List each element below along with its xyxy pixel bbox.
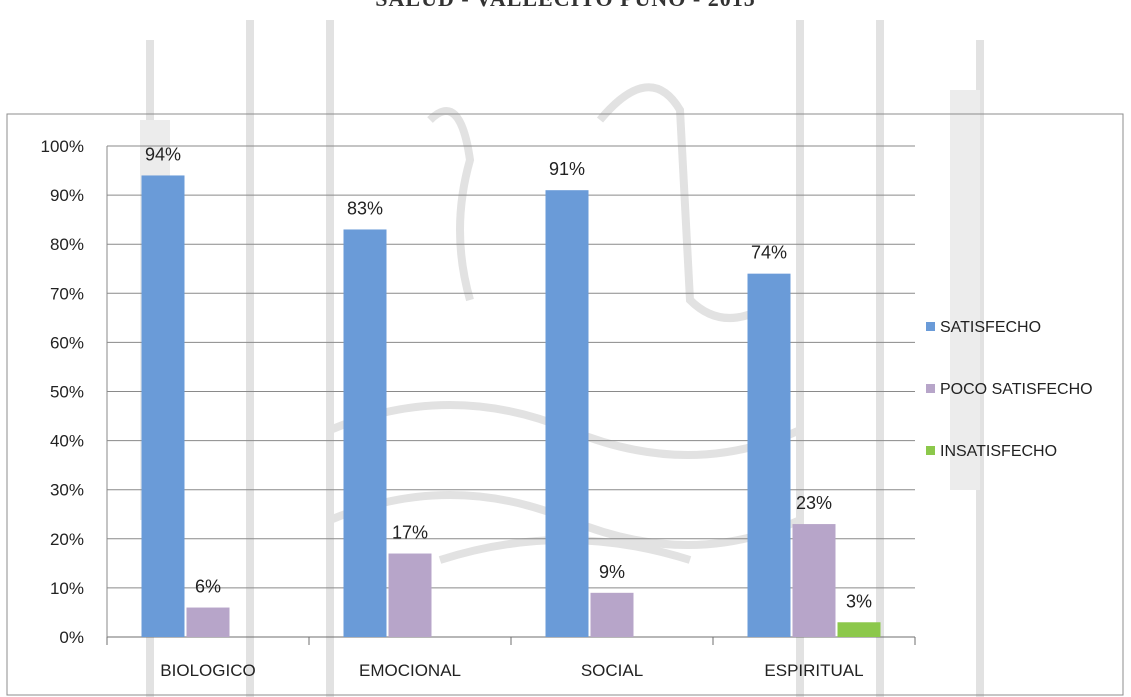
data-label: 3%	[846, 591, 872, 611]
bar	[590, 592, 634, 637]
y-tick-label: 20%	[50, 530, 84, 549]
data-label: 17%	[392, 523, 428, 543]
y-tick-label: 60%	[50, 333, 84, 352]
bar	[792, 524, 836, 637]
data-label: 6%	[195, 577, 221, 597]
data-label: 91%	[549, 159, 585, 179]
bar	[747, 273, 791, 637]
legend-swatch	[926, 446, 935, 455]
y-tick-label: 100%	[41, 137, 84, 156]
y-tick-label: 30%	[50, 481, 84, 500]
bar	[837, 622, 881, 637]
data-label: 23%	[796, 493, 832, 513]
legend-swatch	[926, 384, 935, 393]
data-label: 9%	[599, 562, 625, 582]
legend-label: POCO SATISFECHO	[940, 381, 1093, 398]
y-tick-label: 80%	[50, 235, 84, 254]
y-tick-label: 50%	[50, 383, 84, 402]
x-tick-label: ESPIRITUAL	[764, 661, 863, 680]
bar	[545, 190, 589, 637]
bar	[388, 553, 432, 637]
x-tick-label: SOCIAL	[581, 661, 643, 680]
data-label: 74%	[751, 243, 787, 263]
x-tick-label: BIOLOGICO	[160, 661, 255, 680]
y-tick-label: 70%	[50, 284, 84, 303]
header-title: SALUD - VALLECITO PUNO - 2015	[0, 0, 1131, 12]
y-tick-label: 90%	[50, 186, 84, 205]
bar	[186, 607, 230, 637]
chart-frame	[6, 113, 1124, 696]
legend-label: SATISFECHO	[940, 319, 1041, 336]
legend-label: INSATISFECHO	[940, 443, 1057, 460]
y-tick-label: 0%	[59, 628, 84, 647]
data-label: 83%	[347, 198, 383, 218]
legend-swatch	[926, 322, 935, 331]
x-tick-label: EMOCIONAL	[359, 661, 461, 680]
y-tick-label: 10%	[50, 579, 84, 598]
y-tick-label: 40%	[50, 432, 84, 451]
bar	[141, 175, 185, 637]
data-label: 94%	[145, 144, 181, 164]
bar	[343, 229, 387, 637]
